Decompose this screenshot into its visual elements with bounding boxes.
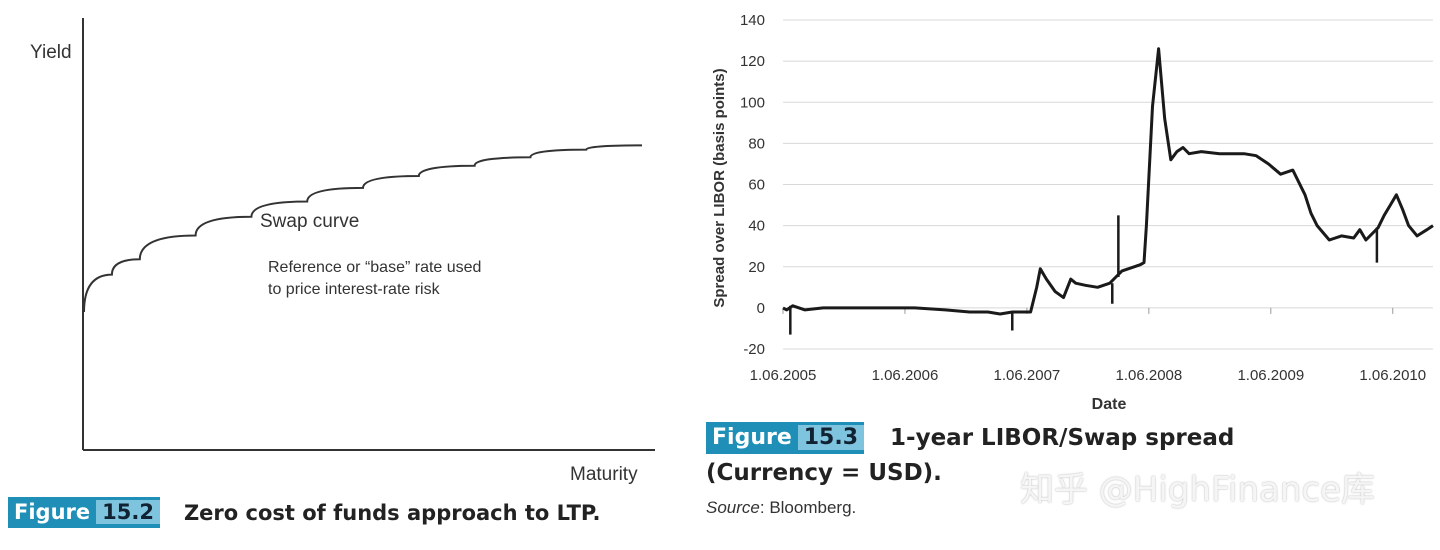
caption-line-1: 1-year LIBOR/Swap spread [890, 425, 1235, 451]
y-tick-label: 0 [757, 300, 765, 317]
x-tick-label: 1.06.2008 [1115, 367, 1182, 384]
swap-curve-chart: Yield Swap curve Reference or “base” rat… [30, 18, 655, 451]
y-tick-label: -20 [743, 341, 765, 358]
x-axis-label: Maturity [570, 464, 638, 485]
source-label: Source [706, 498, 760, 517]
gridlines [783, 19, 1433, 350]
x-tick-label: 1.06.2005 [750, 367, 817, 384]
x-tick-label: 1.06.2009 [1237, 367, 1304, 384]
figure-caption-right: Figure 15.3 1-year LIBOR/Swap spread (Cur… [706, 422, 1234, 518]
x-tick-label: 1.06.2010 [1359, 367, 1426, 384]
caption-line-2: (Currency = USD). [706, 460, 942, 486]
x-tick-label: 1.06.2007 [994, 367, 1061, 384]
y-tick-labels: -20 0 20 40 60 80 100 120 140 [740, 12, 765, 358]
y-tick-label: 120 [740, 53, 765, 70]
figure-badge: Figure 15.3 [706, 422, 865, 454]
y-tick-label: 40 [748, 218, 765, 235]
y-tick-label: 100 [740, 94, 765, 111]
y-axis-title: Spread over LIBOR (basis points) [711, 68, 728, 307]
source-value: : Bloomberg. [759, 498, 857, 517]
figure-word: Figure [712, 425, 792, 450]
y-axis-label: Yield [30, 42, 72, 63]
x-axis-title: Date [1092, 396, 1127, 413]
spread-spikes [789, 215, 1379, 335]
x-tick-labels: 1.06.2005 1.06.2006 1.06.2007 1.06.2008 1.06… [750, 307, 1426, 384]
figure-caption-left: Figure 15.2 Zero cost of funds approach t… [8, 497, 600, 528]
libor-swap-spread-chart: -20 0 20 40 60 80 100 120 140 1.06.2005 1.06.2006… [711, 12, 1434, 413]
curve-name-label: Swap curve [260, 211, 359, 232]
watermark: 知乎 @HighFinance库 [1020, 470, 1376, 510]
spread-series-line [782, 47, 1434, 316]
y-tick-label: 140 [740, 12, 765, 29]
annotation-line-2: to price interest-rate risk [268, 281, 441, 298]
x-tick-label: 1.06.2006 [872, 367, 939, 384]
y-tick-label: 80 [748, 135, 765, 152]
figure-badge: Figure 15.2 [8, 497, 160, 528]
source-line: Source: Bloomberg. [706, 498, 1234, 518]
figure-number: 15.3 [797, 425, 865, 450]
swap-curve-line [83, 144, 643, 313]
y-tick-label: 60 [748, 177, 765, 194]
annotation-line-1: Reference or “base” rate used [268, 259, 481, 276]
figure-word: Figure [14, 500, 91, 524]
figure-caption-text: Zero cost of funds approach to LTP. [183, 500, 601, 525]
figure-number: 15.2 [96, 500, 160, 524]
y-tick-label: 20 [748, 259, 765, 276]
